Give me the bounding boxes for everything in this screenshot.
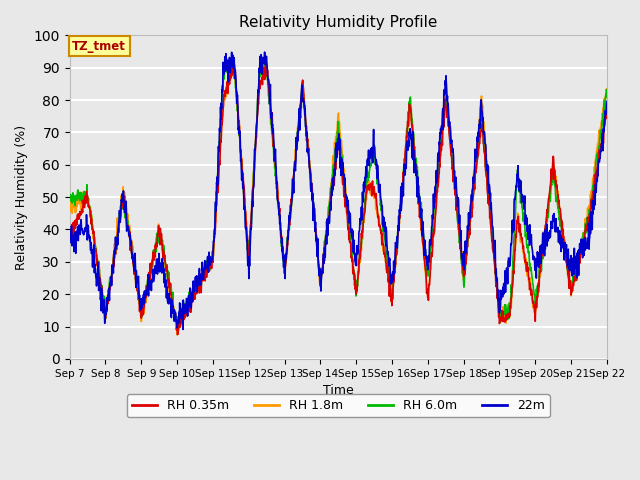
Title: Relativity Humidity Profile: Relativity Humidity Profile xyxy=(239,15,438,30)
22m xyxy=(179,326,187,332)
RH 1.8m xyxy=(316,271,323,276)
RH 6.0m xyxy=(316,262,323,268)
RH 0.35m xyxy=(262,59,270,64)
22m xyxy=(260,49,268,55)
22m xyxy=(108,274,115,279)
Line: RH 6.0m: RH 6.0m xyxy=(70,59,607,325)
RH 0.35m xyxy=(316,264,323,269)
RH 0.35m xyxy=(108,276,115,281)
RH 1.8m xyxy=(294,122,302,128)
Line: RH 0.35m: RH 0.35m xyxy=(70,61,607,335)
22m xyxy=(603,99,611,105)
RH 6.0m xyxy=(294,129,302,134)
RH 0.35m xyxy=(294,128,302,134)
Y-axis label: Relativity Humidity (%): Relativity Humidity (%) xyxy=(15,125,28,270)
RH 1.8m xyxy=(603,86,611,92)
RH 1.8m xyxy=(262,57,269,63)
RH 6.0m xyxy=(372,165,380,171)
RH 6.0m xyxy=(66,198,74,204)
RH 0.35m xyxy=(66,227,74,232)
RH 1.8m xyxy=(306,164,314,170)
RH 0.35m xyxy=(129,260,137,266)
RH 6.0m xyxy=(228,56,236,61)
RH 6.0m xyxy=(129,259,137,264)
RH 1.8m xyxy=(108,282,115,288)
RH 6.0m xyxy=(306,158,314,164)
RH 1.8m xyxy=(372,192,380,198)
22m xyxy=(316,273,323,278)
22m xyxy=(66,240,74,246)
RH 1.8m xyxy=(66,202,74,208)
RH 0.35m xyxy=(173,332,181,337)
Line: 22m: 22m xyxy=(70,52,607,329)
RH 0.35m xyxy=(306,158,314,164)
RH 6.0m xyxy=(108,274,115,280)
RH 6.0m xyxy=(175,323,182,328)
X-axis label: Time: Time xyxy=(323,384,354,397)
RH 0.35m xyxy=(372,191,380,196)
Legend: RH 0.35m, RH 1.8m, RH 6.0m, 22m: RH 0.35m, RH 1.8m, RH 6.0m, 22m xyxy=(127,395,550,418)
Text: TZ_tmet: TZ_tmet xyxy=(72,40,126,53)
22m xyxy=(294,127,302,133)
22m xyxy=(372,157,380,163)
Line: RH 1.8m: RH 1.8m xyxy=(70,60,607,335)
22m xyxy=(129,258,137,264)
RH 6.0m xyxy=(603,87,611,93)
RH 1.8m xyxy=(129,255,137,261)
RH 1.8m xyxy=(173,332,181,337)
RH 0.35m xyxy=(603,112,611,118)
22m xyxy=(306,165,314,171)
